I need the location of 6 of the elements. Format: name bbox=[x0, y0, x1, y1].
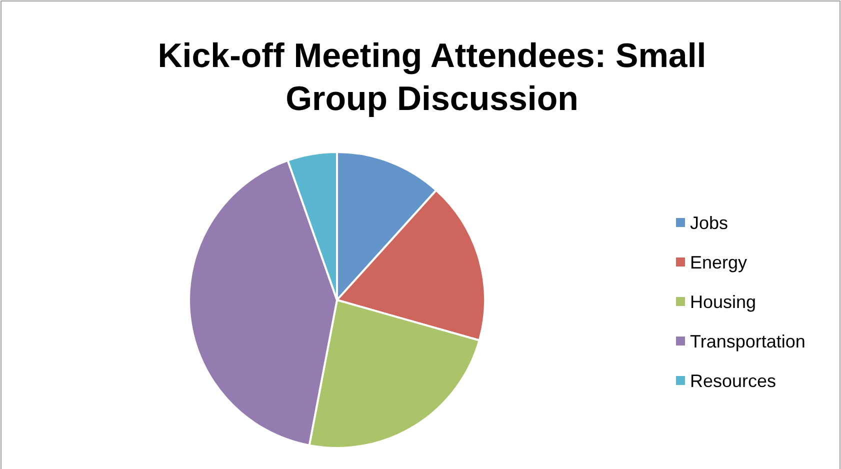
legend-label: Energy bbox=[690, 252, 748, 272]
legend-label: Jobs bbox=[690, 213, 728, 233]
legend-label: Transportation bbox=[690, 332, 806, 352]
legend-label: Resources bbox=[690, 371, 776, 391]
legend-label: Housing bbox=[690, 292, 756, 312]
chart-title: Kick-off Meeting Attendees: Small Group Discussion bbox=[158, 37, 706, 118]
